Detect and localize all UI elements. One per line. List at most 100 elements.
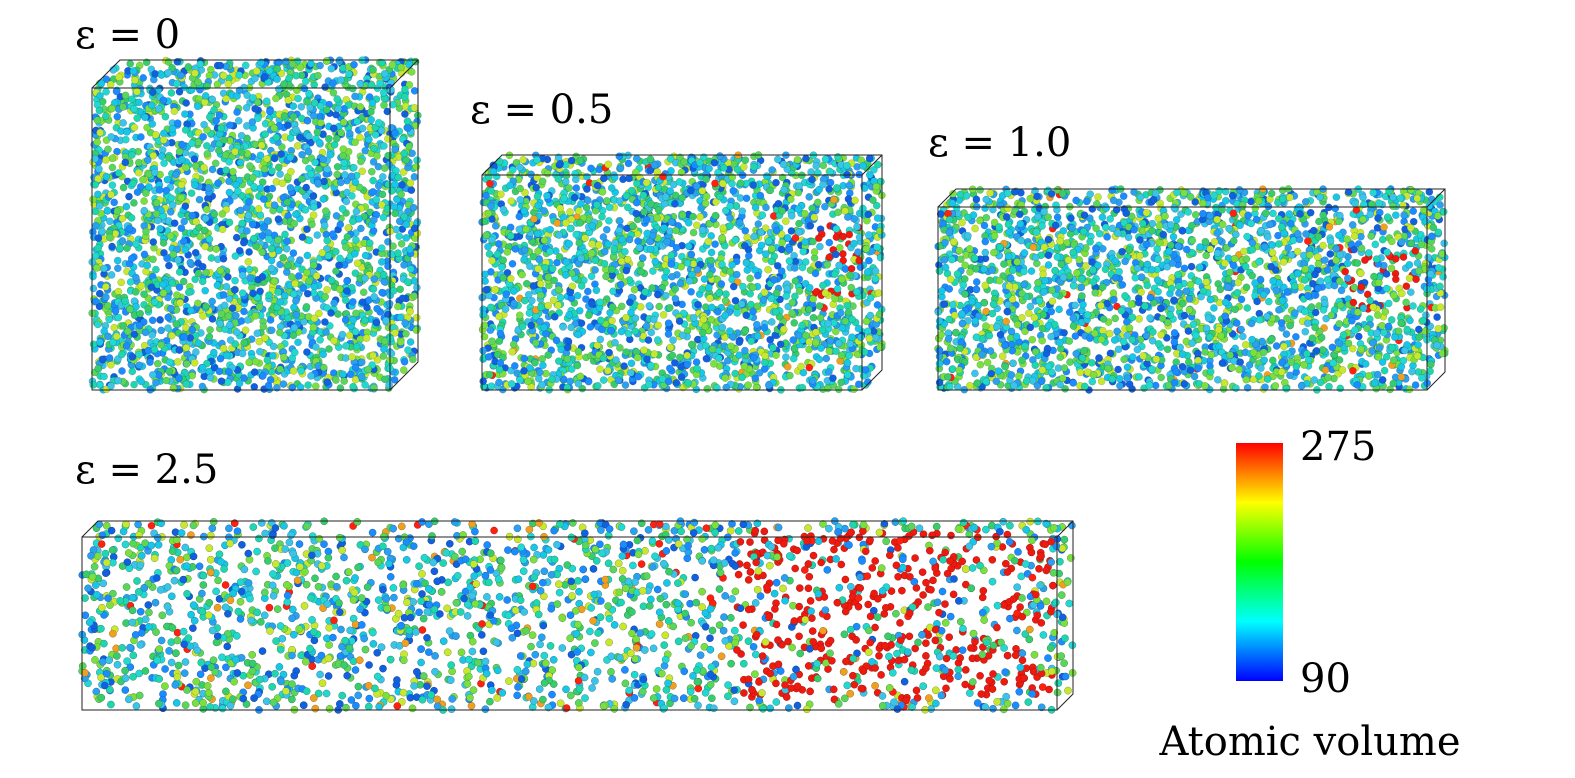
atom [239,350,246,357]
atom [345,224,352,231]
atom [385,181,392,188]
atom [786,246,793,253]
atom [277,298,284,305]
atom [267,316,274,323]
atom [268,327,275,334]
atom [149,120,156,127]
atom [401,358,408,365]
atom [216,111,223,118]
atom [809,205,816,212]
atom [178,194,185,201]
atom [209,166,216,173]
atom [152,379,159,386]
atom [320,351,327,358]
atom [651,162,658,169]
atom [159,281,166,288]
atom [334,171,341,178]
atom [784,285,791,292]
atom [260,196,267,203]
atom [185,289,192,296]
atom [602,273,609,280]
atom [639,254,646,261]
atom [679,212,686,219]
atom [665,320,672,327]
atom [759,212,766,219]
atom [847,340,854,347]
atom [342,244,349,251]
atom [359,125,366,132]
atom [102,156,109,163]
atom [236,72,243,79]
atom [411,277,418,284]
atom [321,178,328,185]
atom [576,239,583,246]
atom [131,124,138,131]
atom [739,374,746,381]
atom [95,244,102,251]
atom [789,299,796,306]
atom [312,159,319,166]
atom [626,299,633,306]
atom [623,267,630,274]
atom [104,207,111,214]
atom [640,192,647,199]
atom [151,346,158,353]
atom [194,300,201,307]
atom [357,80,364,87]
atom [398,64,405,71]
atom [708,249,715,256]
atom [217,62,224,69]
atom [122,159,129,166]
atom [257,185,264,192]
atom [148,284,155,291]
atom [374,305,381,312]
atom [152,70,159,77]
atom [303,269,310,276]
atom [215,147,222,154]
atom [528,322,535,329]
atom [647,156,654,163]
atom [565,184,572,191]
atom [178,181,185,188]
atom [202,303,209,310]
atom [352,364,359,371]
atom [380,353,387,360]
atom [603,226,610,233]
atom [626,236,633,243]
atom [362,381,369,388]
atom [297,64,304,71]
atom [286,75,293,82]
atom [772,352,779,359]
atom [690,229,697,236]
atom [402,330,409,337]
atom [325,252,332,259]
atom [768,258,775,265]
atom [339,331,346,338]
atom [181,218,188,225]
atom [294,339,301,346]
atom [176,268,183,275]
atom [165,154,172,161]
atom [271,124,278,131]
atom [317,336,324,343]
atom [258,142,265,149]
atom [160,290,167,297]
atom [322,208,329,215]
atom [805,306,812,313]
atom [181,111,188,118]
atom [337,179,344,186]
atom [369,352,376,359]
atom [755,220,762,227]
atom [107,81,114,88]
atom [292,211,299,218]
atom [742,157,749,164]
atom [485,210,492,217]
atom [795,189,802,196]
atom [811,214,818,221]
atom [507,232,514,239]
atom [144,157,151,164]
atom [578,320,585,327]
atom [826,239,833,246]
atom [151,299,158,306]
atom [245,258,252,265]
